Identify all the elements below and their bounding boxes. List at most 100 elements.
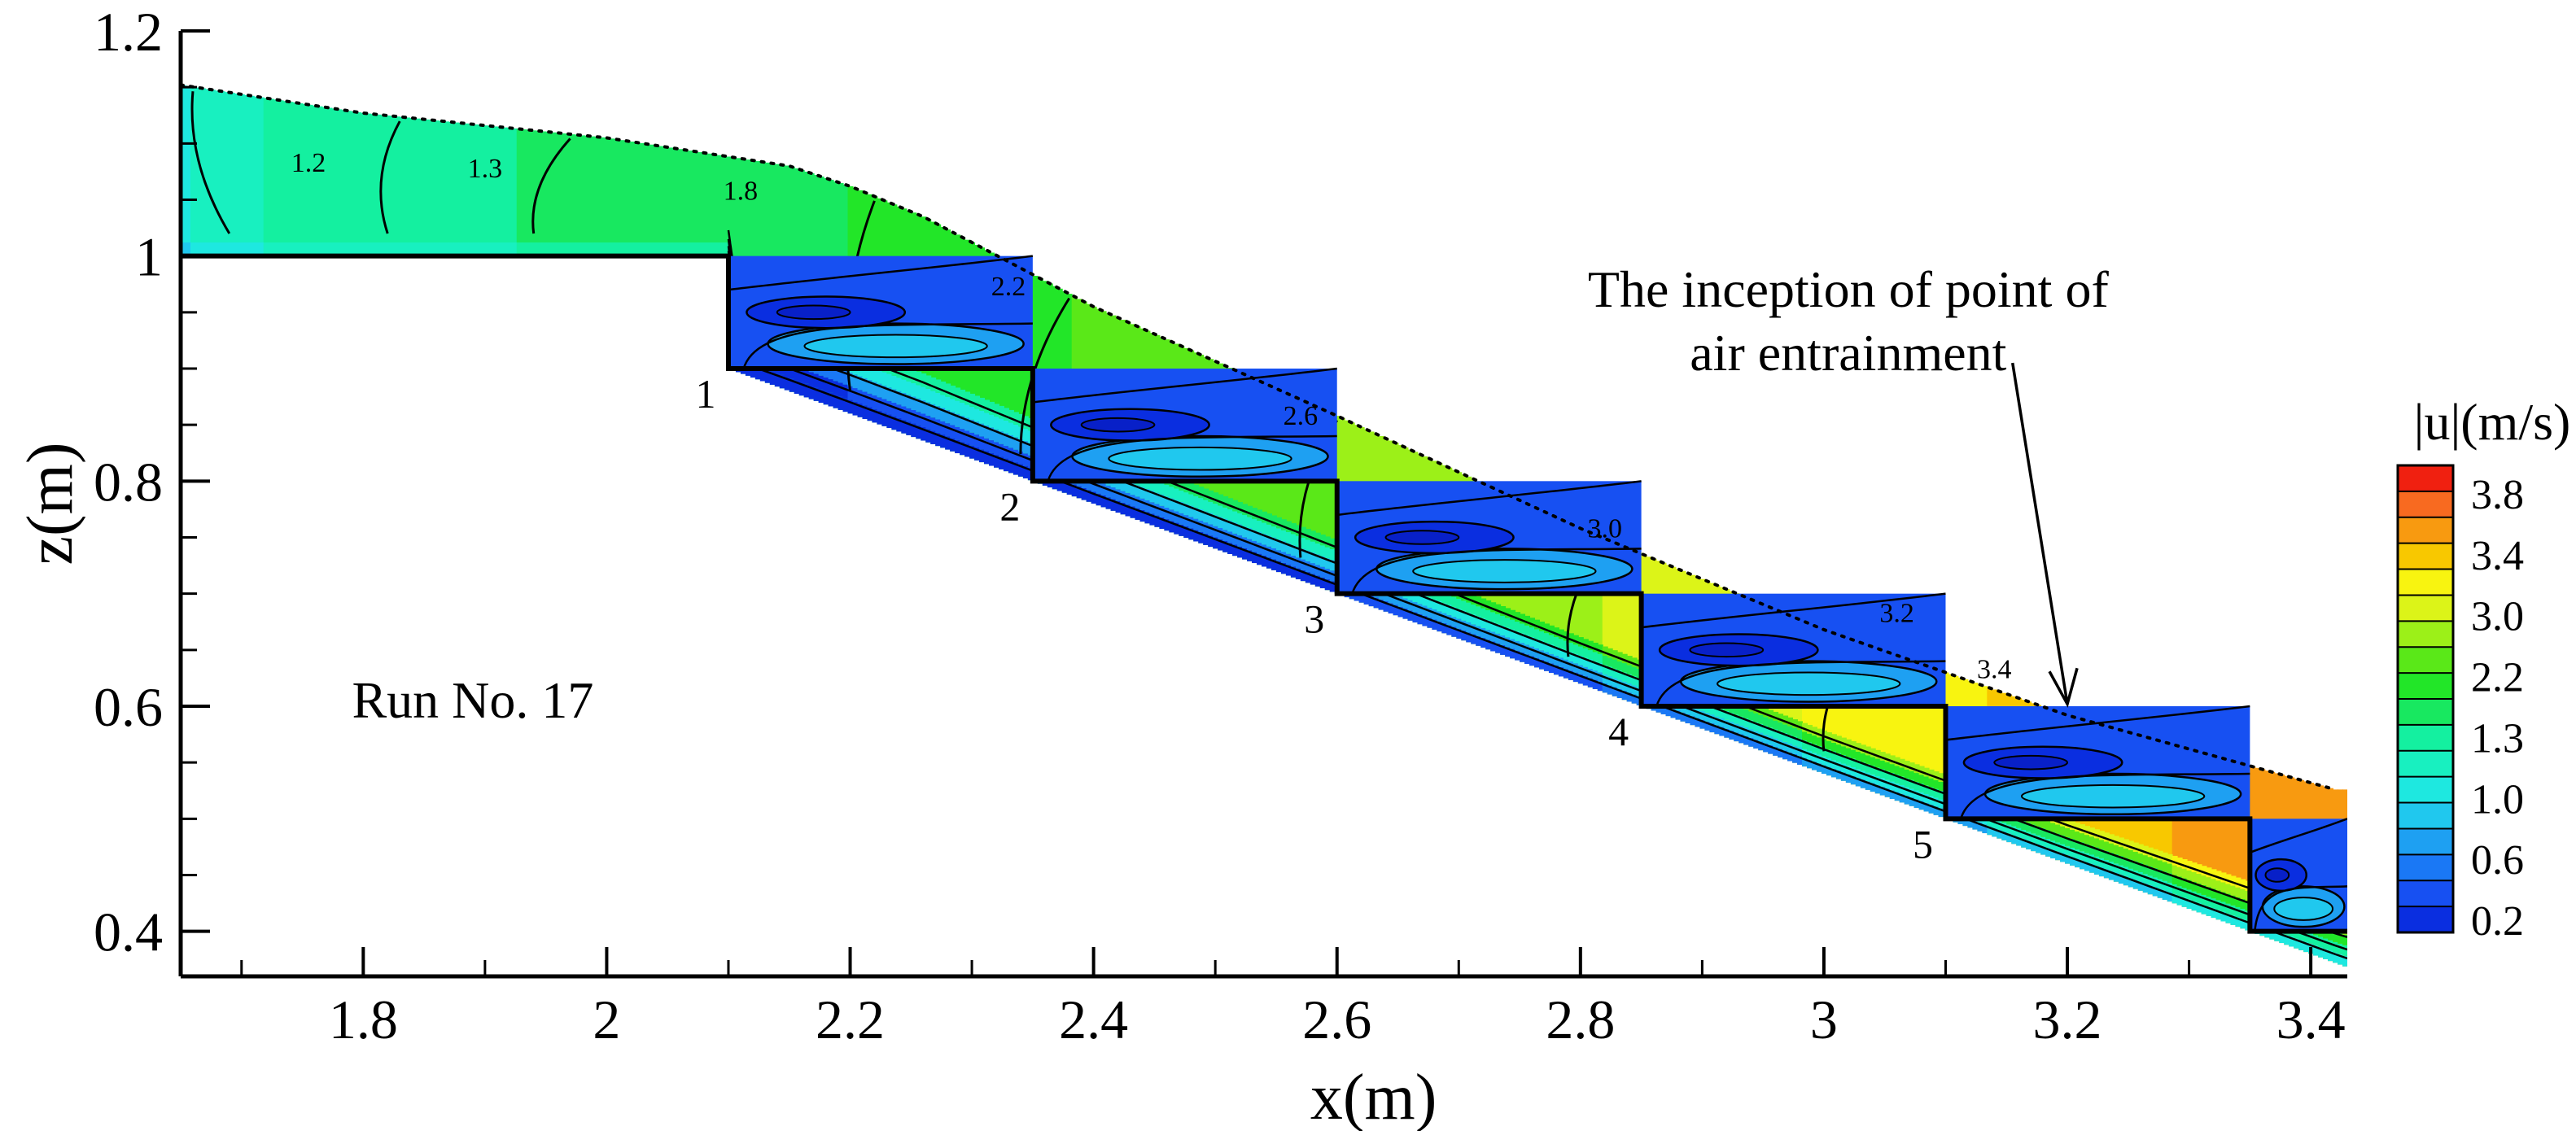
boundary-layer-strip: [779, 374, 785, 389]
boundary-layer-strip: [1154, 504, 1161, 516]
boundary-layer-strip: [1806, 742, 1813, 752]
boundary-layer-strip: [1310, 574, 1316, 585]
boundary-layer-strip: [1310, 541, 1316, 552]
boundary-layer-strip: [1621, 663, 1628, 673]
boundary-layer-strip: [1485, 600, 1492, 610]
crest-boundary-strip: [331, 242, 338, 256]
boundary-layer-strip: [872, 368, 878, 382]
boundary-layer-strip: [2186, 880, 2193, 890]
boundary-layer-strip: [1782, 724, 1789, 734]
boundary-layer-strip: [1806, 733, 1813, 743]
boundary-layer-strip: [2088, 836, 2095, 846]
boundary-layer-strip: [1534, 619, 1540, 630]
x-tick-label: 2.2: [816, 989, 885, 1050]
flow-strip: [1022, 270, 1029, 479]
flow-strip: [326, 107, 333, 256]
boundary-layer-strip: [1977, 822, 1983, 832]
boundary-layer-strip: [1159, 505, 1166, 517]
boundary-layer-strip: [808, 372, 815, 386]
boundary-layer-strip: [1022, 465, 1029, 479]
cavity-band: [803, 334, 988, 359]
boundary-layer-strip: [1154, 515, 1161, 527]
boundary-layer-strip: [886, 387, 893, 401]
boundary-layer-strip: [1237, 513, 1244, 525]
boundary-layer-strip: [2021, 838, 2027, 848]
boundary-layer-strip: [2098, 849, 2105, 858]
y-tick-label: 0.8: [94, 451, 163, 513]
flow-strip: [258, 97, 265, 256]
boundary-layer-strip: [1826, 740, 1832, 750]
cavity-vortex-core: [1080, 417, 1156, 433]
crest-boundary-strip: [575, 242, 581, 256]
crest-boundary-strip: [477, 242, 483, 256]
boundary-layer-strip: [1778, 722, 1784, 731]
boundary-layer-strip: [1889, 772, 1896, 782]
boundary-layer-strip: [1763, 717, 1769, 726]
boundary-layer-strip: [2001, 832, 2008, 840]
boundary-layer-strip: [1222, 507, 1229, 519]
boundary-layer-strip: [998, 456, 1004, 469]
y-tick-label: 0.6: [94, 676, 163, 738]
crest-boundary-strip: [312, 242, 318, 256]
boundary-layer-strip: [1237, 535, 1244, 547]
boundary-layer-strip: [2113, 853, 2119, 864]
boundary-layer-strip: [1534, 639, 1540, 648]
flow-strip: [1909, 660, 1915, 806]
flow-strip: [721, 155, 727, 256]
boundary-layer-strip: [1280, 541, 1287, 552]
boundary-layer-strip: [1870, 748, 1876, 757]
boundary-layer-strip: [842, 384, 849, 399]
boundary-layer-strip: [1188, 528, 1195, 540]
boundary-layer-strip: [945, 396, 951, 410]
crest-boundary-strip: [521, 242, 527, 256]
boundary-layer-strip: [1597, 681, 1603, 692]
boundary-layer-strip: [969, 445, 976, 459]
boundary-layer-strip: [2201, 875, 2207, 885]
boundary-layer-strip: [2031, 833, 2037, 843]
boundary-layer-strip: [1471, 634, 1477, 644]
boundary-layer-strip: [2333, 932, 2339, 942]
boundary-layer-strip: [2040, 819, 2047, 828]
crest-boundary-strip: [653, 242, 659, 256]
boundary-layer-strip: [1485, 640, 1492, 650]
boundary-layer-strip: [1120, 502, 1126, 515]
boundary-layer-strip: [1515, 640, 1521, 651]
boundary-layer-strip: [857, 376, 864, 391]
boundary-layer-strip: [2211, 898, 2217, 909]
annotation-arrow: [2011, 362, 2069, 705]
boundary-layer-strip: [2191, 901, 2198, 911]
boundary-layer-strip: [2186, 899, 2193, 909]
boundary-layer-strip: [1904, 778, 1910, 788]
boundary-layer-strip: [1850, 740, 1857, 750]
flow-strip: [405, 117, 411, 256]
boundary-layer-strip: [1232, 522, 1239, 534]
boundary-layer-strip: [2196, 874, 2202, 884]
boundary-layer-strip: [1529, 627, 1536, 637]
boundary-layer-strip: [2338, 954, 2344, 965]
boundary-layer-strip: [1500, 615, 1507, 626]
boundary-layer-strip: [2123, 839, 2129, 849]
boundary-layer-strip: [2093, 829, 2100, 839]
boundary-layer-strip: [1427, 618, 1433, 628]
boundary-layer-strip: [1422, 605, 1428, 616]
boundary-layer-strip: [1582, 676, 1589, 686]
boundary-layer-strip: [960, 442, 966, 456]
boundary-layer-strip: [1997, 829, 2003, 839]
boundary-layer-strip: [2274, 931, 2281, 941]
boundary-layer-strip: [2230, 875, 2237, 886]
boundary-layer-strip: [984, 425, 991, 439]
boundary-layer-strip: [1520, 623, 1526, 634]
boundary-layer-strip: [2240, 909, 2246, 919]
boundary-layer-strip: [1602, 646, 1608, 656]
boundary-layer-strip: [1358, 592, 1365, 603]
flow-strip: [594, 137, 601, 256]
boundary-layer-strip: [1870, 766, 1876, 775]
boundary-layer-strip: [877, 383, 883, 398]
boundary-layer-strip: [1275, 550, 1282, 561]
boundary-layer-strip: [1826, 757, 1832, 767]
flow-strip: [444, 121, 450, 256]
boundary-layer-strip: [2181, 878, 2188, 888]
boundary-layer-strip: [1826, 732, 1832, 741]
boundary-layer-strip: [1247, 539, 1253, 551]
boundary-layer-strip: [2079, 833, 2085, 843]
